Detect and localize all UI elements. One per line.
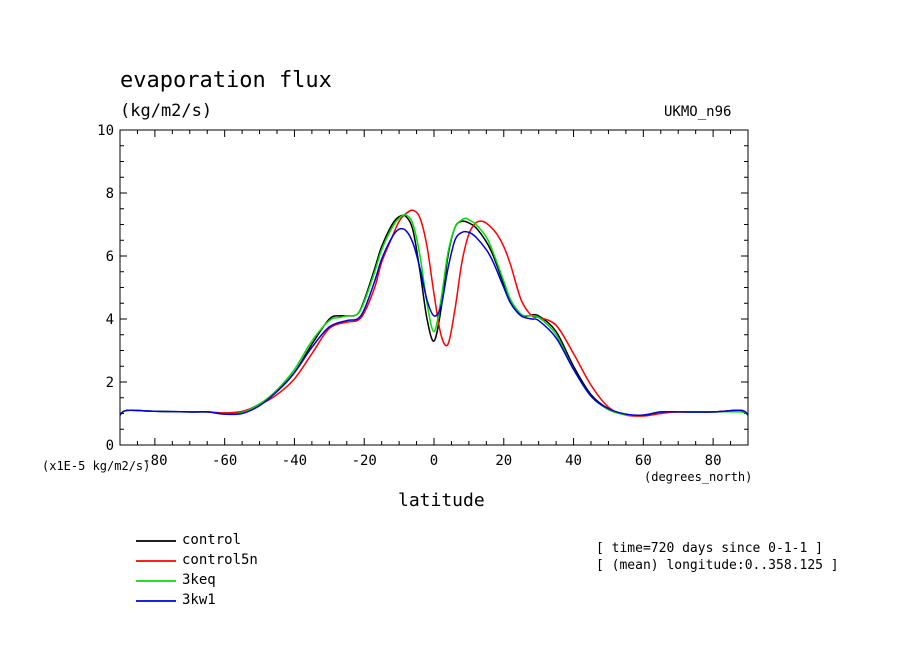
y-tick-label: 6 bbox=[106, 249, 114, 265]
series-line-3kw1 bbox=[119, 227, 749, 416]
legend bbox=[136, 540, 176, 602]
y-tick-label: 2 bbox=[106, 375, 114, 391]
y-tick-label: 0 bbox=[106, 438, 114, 454]
series-line-control5n bbox=[119, 209, 749, 417]
mean-info: [ (mean) longitude:0..358.125 ] bbox=[596, 558, 839, 573]
y-tick-label: 8 bbox=[106, 186, 114, 202]
units-label: (kg/m2/s) bbox=[120, 101, 213, 121]
legend-label-3kw1: 3kw1 bbox=[182, 592, 216, 608]
y-tick-label: 10 bbox=[97, 123, 114, 139]
series-lines bbox=[119, 209, 749, 417]
chart-title: evaporation flux bbox=[120, 68, 332, 93]
legend-label-control: control bbox=[182, 532, 242, 548]
x-tick-label: 0 bbox=[430, 453, 438, 469]
x-tick-label: -40 bbox=[282, 453, 307, 469]
x-tick-label: -20 bbox=[352, 453, 377, 469]
y-tick-label: 4 bbox=[106, 312, 114, 328]
x-tick-label: -60 bbox=[212, 453, 237, 469]
x-tick-label: 20 bbox=[495, 453, 512, 469]
time-info: [ time=720 days since 0-1-1 ] bbox=[596, 541, 823, 556]
tick-labels: -80 -60 -40 -20 0 20 40 60 80 0 2 4 6 8 10 bbox=[97, 123, 721, 469]
legend-label-3keq: 3keq bbox=[182, 572, 216, 588]
model-label: UKMO_n96 bbox=[664, 104, 732, 120]
x-tick-label: 60 bbox=[635, 453, 652, 469]
x-units-label: (degrees_north) bbox=[644, 470, 753, 484]
x-axis-label: latitude bbox=[398, 490, 485, 511]
axis-ticks bbox=[119, 129, 749, 446]
plot-frame bbox=[119, 129, 749, 446]
x-tick-label: 40 bbox=[565, 453, 582, 469]
scale-note: (x1E-5 kg/m2/s) bbox=[42, 459, 151, 473]
legend-label-control5n: control5n bbox=[182, 552, 258, 568]
x-tick-label: -80 bbox=[142, 453, 167, 469]
x-tick-label: 80 bbox=[705, 453, 722, 469]
